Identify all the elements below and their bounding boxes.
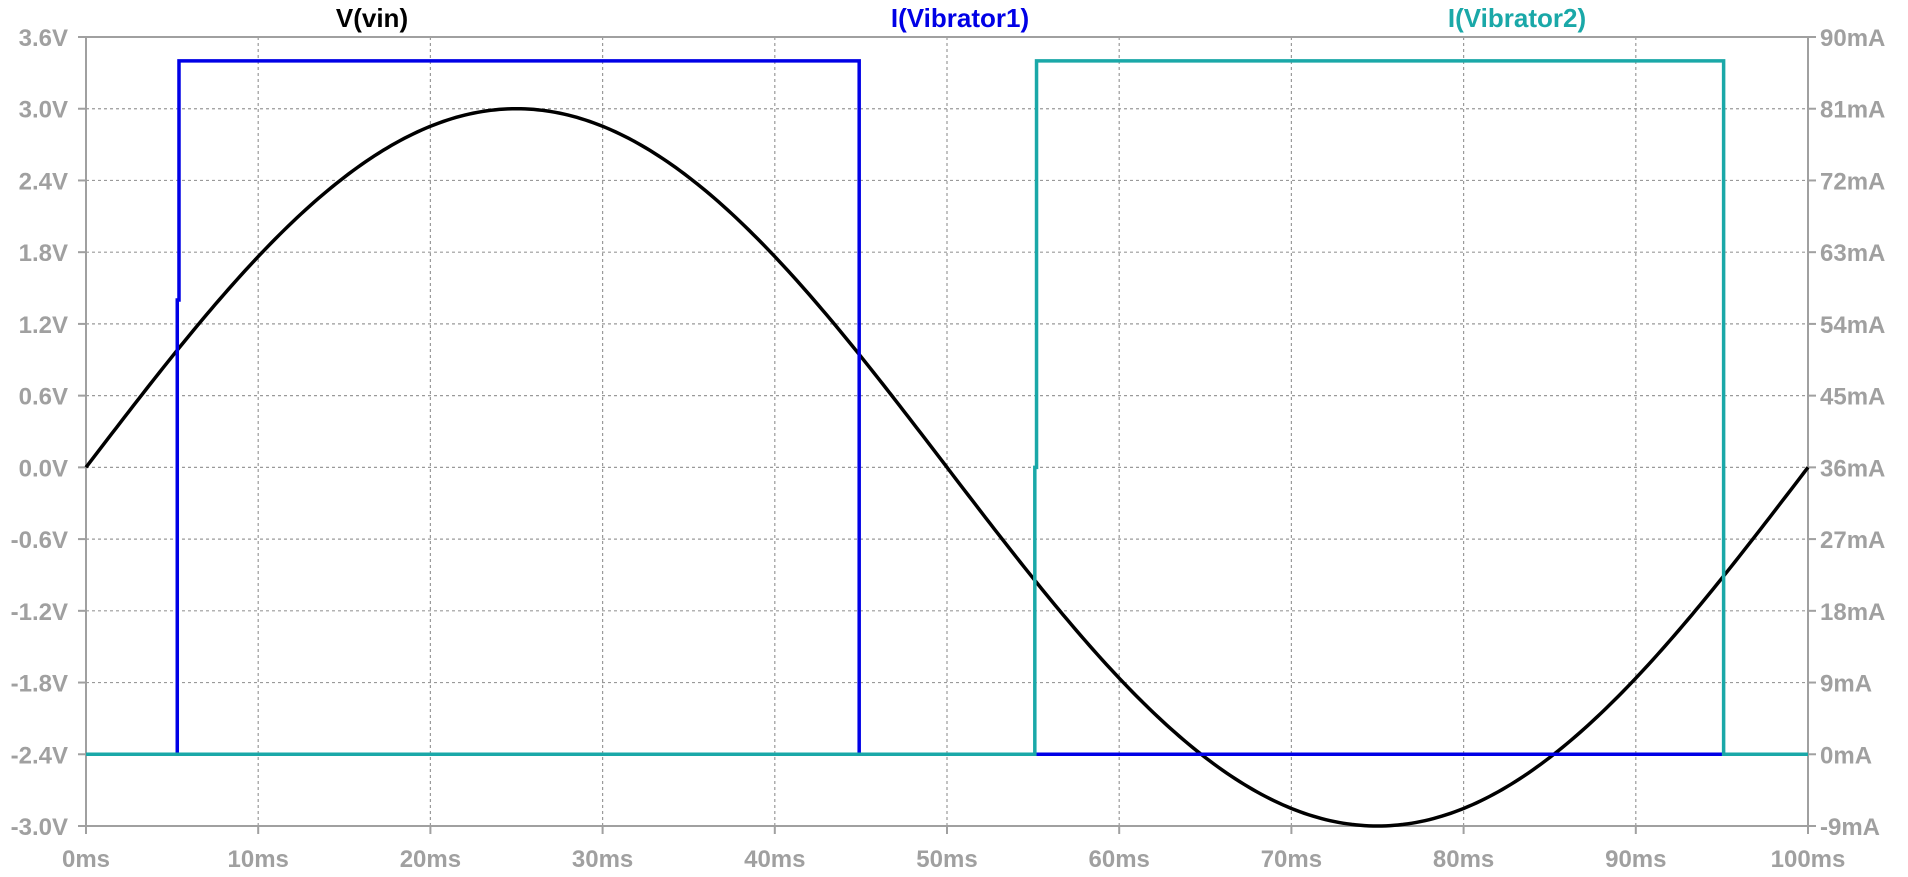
series-v-vin-line [84, 106, 1810, 828]
y-left-tick-label: -3.0V [11, 814, 68, 841]
x-tick-label: 100ms [1771, 846, 1846, 873]
y-right-tick-label: 9mA [1820, 671, 1872, 698]
x-tick-label: 20ms [400, 846, 461, 873]
y-right-tick-label: 72mA [1820, 168, 1885, 195]
x-tick-label: 90ms [1605, 846, 1666, 873]
series-i-vibrator2-line [86, 59, 1808, 757]
axis-ticks: 0ms 10ms 20ms 30ms 40ms 50ms 60ms 70ms 80ms 90ms 1… [11, 25, 1886, 873]
y-right-tick-label: 45mA [1820, 384, 1885, 411]
legend-label-i-vibrator1: I(Vibrator1) [891, 3, 1029, 33]
x-tick-label: 0ms [62, 846, 110, 873]
x-tick-label: 40ms [744, 846, 805, 873]
y-left-tick-label: 0.0V [19, 455, 68, 482]
x-tick-label: 70ms [1261, 846, 1322, 873]
x-tick-label: 50ms [916, 846, 977, 873]
y-right-tick-label: -9mA [1820, 814, 1880, 841]
y-left-tick-label: -2.4V [11, 742, 68, 769]
x-tick-label: 80ms [1433, 846, 1494, 873]
y-right-tick-label: 90mA [1820, 25, 1885, 52]
x-tick-label: 30ms [572, 846, 633, 873]
x-tick-label: 10ms [228, 846, 289, 873]
y-left-tick-label: 1.2V [19, 312, 68, 339]
legend-label-v-vin: V(vin) [336, 3, 408, 33]
y-right-tick-label: 54mA [1820, 312, 1885, 339]
x-tick-label: 60ms [1089, 846, 1150, 873]
y-right-tick-label: 81mA [1820, 97, 1885, 124]
y-right-tick-label: 18mA [1820, 599, 1885, 626]
y-right-tick-label: 36mA [1820, 455, 1885, 482]
y-left-tick-label: 2.4V [19, 168, 68, 195]
y-left-tick-label: 3.0V [19, 97, 68, 124]
y-left-tick-label: -1.8V [11, 671, 68, 698]
legend: V(vin) I(Vibrator1) I(Vibrator2) [336, 3, 1586, 33]
legend-label-i-vibrator2: I(Vibrator2) [1448, 3, 1586, 33]
y-right-tick-label: 0mA [1820, 742, 1872, 769]
y-right-tick-label: 63mA [1820, 240, 1885, 267]
series-layer [84, 59, 1810, 828]
y-left-tick-label: -0.6V [11, 527, 68, 554]
y-left-tick-label: -1.2V [11, 599, 68, 626]
y-left-tick-label: 1.8V [19, 240, 68, 267]
series-i-vibrator1-line [86, 59, 1808, 757]
y-left-tick-label: 3.6V [19, 25, 68, 52]
y-left-tick-label: 0.6V [19, 384, 68, 411]
y-right-tick-label: 27mA [1820, 527, 1885, 554]
